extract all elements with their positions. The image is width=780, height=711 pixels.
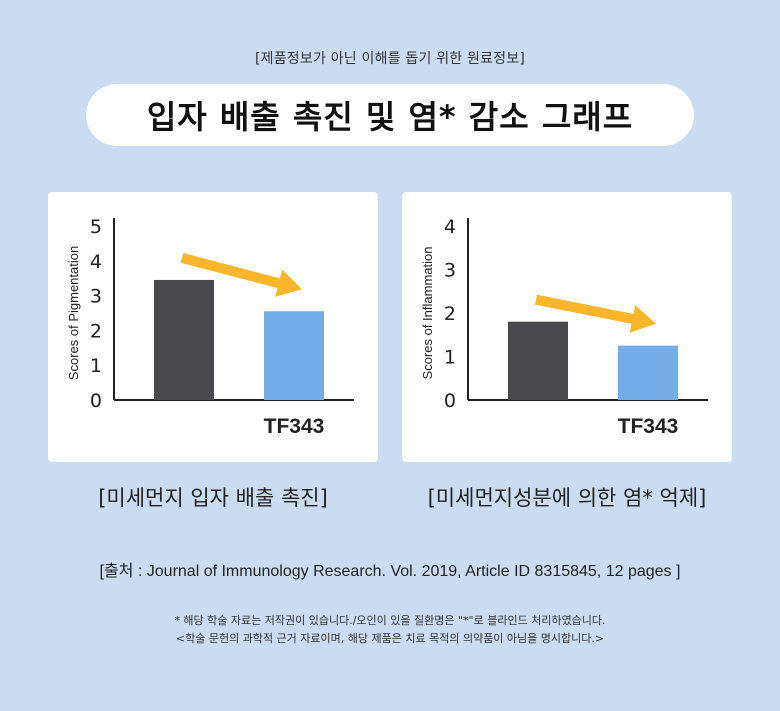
disclaimer-footnote: <학술 문헌의 과학적 근거 자료이며, 해당 제품은 치료 목적의 의약품이 …: [175, 632, 605, 645]
bar: [154, 279, 214, 400]
decrease-arrow-icon: [535, 294, 656, 333]
chart-panel-pigmentation: Scores of Pigmentation 0 1 2 3 4 5 TF343: [48, 192, 378, 462]
inflammation-chart: Scores of Inflammation 0 1 2 3 4 TF343: [420, 216, 708, 438]
bar: [264, 311, 324, 400]
y-axis-label: Scores of Pigmentation: [66, 246, 81, 380]
caption-pigmentation: [미세먼지 입자 배출 촉진]: [98, 486, 328, 510]
decrease-arrow-icon: [180, 253, 302, 297]
y-tick-label: 0: [90, 390, 102, 412]
chart-panel-inflammation: Scores of Inflammation 0 1 2 3 4 TF343: [402, 192, 732, 462]
y-tick-label: 2: [90, 320, 102, 342]
caption-inflammation: [미세먼지성분에 의한 염* 억제]: [427, 486, 707, 510]
y-tick-label: 4: [444, 216, 456, 238]
page-title: 입자 배출 촉진 및 염* 감소 그래프: [146, 98, 634, 136]
y-tick-label: 2: [444, 303, 456, 325]
y-tick-label: 0: [444, 390, 456, 412]
bar: [508, 321, 568, 400]
y-tick-label: 1: [90, 355, 102, 377]
bar: [618, 345, 678, 400]
pigmentation-chart: Scores of Pigmentation 0 1 2 3 4 5 TF343: [66, 216, 354, 438]
y-tick-label: 5: [90, 216, 102, 238]
y-tick-label: 1: [444, 347, 456, 369]
copyright-footnote: * 해당 학술 자료는 저작권이 있습니다./오인이 있을 질환명은 "*"로 …: [174, 614, 606, 627]
x-category-label: TF343: [618, 415, 679, 438]
y-tick-label: 3: [90, 286, 102, 308]
x-category-label: TF343: [264, 415, 325, 438]
y-axis-label: Scores of Inflammation: [420, 247, 435, 380]
title-banner: 입자 배출 촉진 및 염* 감소 그래프: [86, 84, 694, 146]
y-tick-label: 4: [90, 251, 102, 273]
y-tick-label: 3: [444, 260, 456, 282]
info-notice: [제품정보가 아닌 이해를 돕기 위한 원료정보]: [254, 51, 525, 67]
source-citation: [출처 : Journal of Immunology Research. Vo…: [99, 563, 681, 580]
